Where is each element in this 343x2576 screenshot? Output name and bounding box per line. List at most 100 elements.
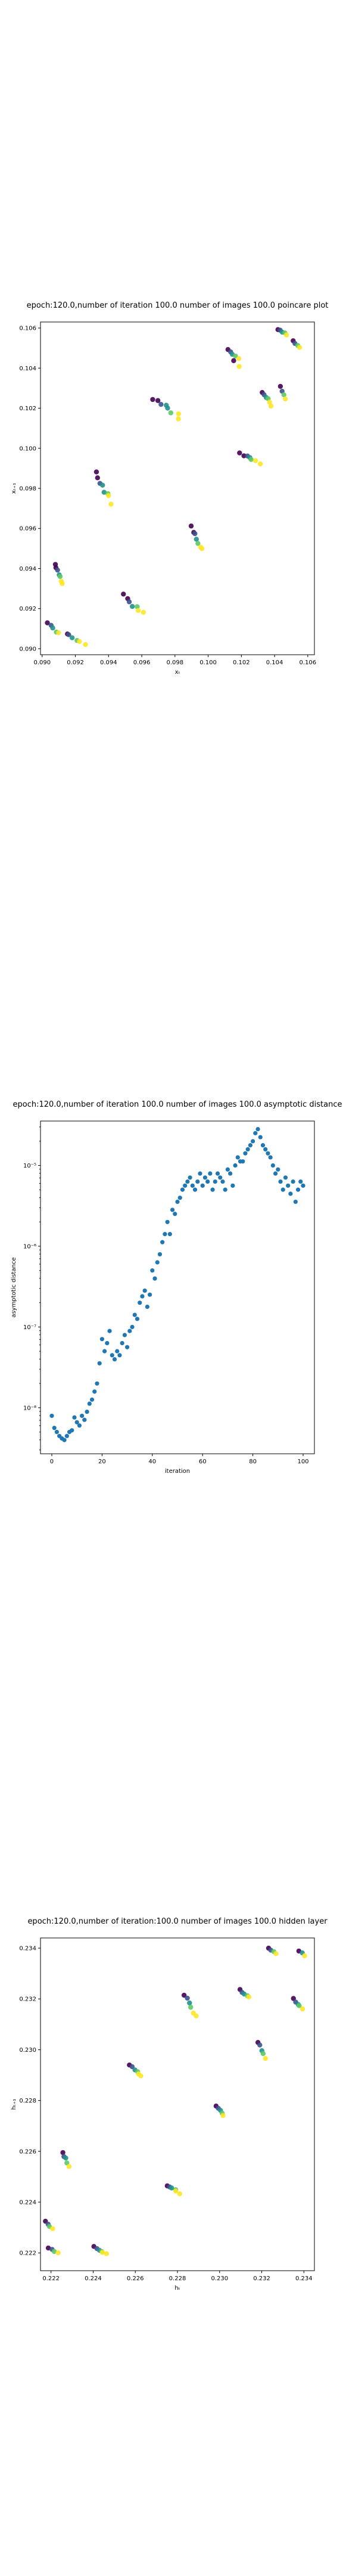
data-point — [127, 1329, 132, 1333]
data-point — [66, 2164, 72, 2169]
data-point — [176, 416, 181, 422]
data-point — [49, 1413, 54, 1418]
x-tick-label: 0.102 — [233, 660, 250, 666]
y-tick-label: 0.234 — [19, 1946, 36, 1952]
y-tick-label: 10⁻⁶ — [23, 1243, 36, 1250]
data-point — [157, 1252, 163, 1257]
data-point — [188, 1175, 192, 1180]
y-axis-label: xₜ₊₁ — [11, 483, 17, 494]
data-point — [295, 1187, 301, 1192]
data-point — [253, 1131, 258, 1135]
data-point — [99, 2250, 105, 2255]
data-point — [248, 457, 254, 462]
data-point — [108, 501, 114, 507]
data-point — [192, 1187, 198, 1192]
data-point — [132, 1312, 137, 1317]
data-point — [158, 401, 164, 407]
data-point — [70, 1428, 74, 1433]
y-tick-label: 0.230 — [19, 2047, 36, 2054]
data-point — [120, 1340, 124, 1346]
data-point — [276, 1167, 280, 1172]
data-point — [286, 1183, 291, 1188]
data-point — [268, 403, 274, 409]
data-point — [60, 2150, 66, 2156]
data-point — [110, 1353, 114, 1358]
data-point — [175, 1199, 180, 1205]
data-point — [208, 1171, 213, 1176]
data-point — [257, 461, 263, 467]
y-tick-label: 10⁻⁷ — [23, 1324, 36, 1331]
data-point — [55, 567, 60, 573]
data-point — [237, 450, 242, 456]
data-point — [278, 1179, 283, 1184]
data-point — [194, 537, 199, 542]
data-point — [243, 1151, 248, 1156]
y-tick-label: 0.222 — [19, 2250, 36, 2257]
data-point — [298, 1179, 303, 1184]
y-tick-label: 0.224 — [19, 2199, 36, 2206]
data-point — [241, 1159, 245, 1164]
data-point — [145, 1304, 149, 1309]
data-point — [301, 1183, 305, 1188]
data-point — [230, 1183, 235, 1188]
data-point — [126, 599, 132, 605]
data-point — [192, 531, 198, 537]
data-point — [183, 1183, 188, 1188]
data-point — [104, 2251, 109, 2256]
data-point — [268, 1155, 273, 1160]
data-point — [291, 1996, 296, 2001]
data-point — [45, 2245, 51, 2251]
data-point — [273, 1171, 278, 1176]
data-point — [177, 2191, 183, 2197]
data-point — [66, 632, 71, 637]
x-tick-label: 0.090 — [33, 660, 51, 666]
data-point — [252, 458, 258, 463]
x-tick-label: 0.232 — [253, 2275, 270, 2282]
data-point — [170, 1208, 175, 1212]
data-point — [105, 1340, 110, 1346]
data-point — [121, 592, 126, 597]
data-point — [130, 1324, 135, 1329]
data-point — [223, 1187, 227, 1192]
data-point — [188, 523, 194, 529]
data-point — [195, 541, 201, 546]
x-tick-label: 60 — [199, 1459, 207, 1465]
data-point — [220, 2113, 226, 2119]
data-point — [185, 1179, 190, 1184]
x-tick-label: 0.230 — [211, 2275, 228, 2282]
data-point — [297, 345, 303, 350]
data-point — [235, 1155, 240, 1160]
plot-frame — [40, 1120, 315, 1454]
y-tick-label: 0.232 — [19, 1996, 36, 2003]
data-point — [129, 603, 135, 609]
data-point — [52, 1426, 57, 1431]
data-point — [152, 1276, 157, 1281]
data-point — [72, 1415, 77, 1420]
data-point — [155, 1260, 160, 1265]
data-point — [273, 1951, 279, 1956]
plot-frame — [40, 321, 315, 655]
y-tick-label: 0.100 — [19, 445, 36, 452]
data-point — [100, 482, 105, 488]
data-point — [69, 635, 75, 640]
data-point — [241, 453, 247, 459]
data-point — [141, 609, 146, 615]
x-tick-label: 0.096 — [133, 660, 151, 666]
data-point — [83, 642, 88, 648]
data-point — [63, 2155, 68, 2161]
x-tick-label: 0.094 — [100, 660, 117, 666]
data-point — [62, 1438, 67, 1442]
y-tick-label: 0.092 — [19, 606, 36, 612]
y-tick-label: 10⁻⁵ — [23, 1163, 36, 1169]
x-tick-label: 0.226 — [127, 2275, 144, 2282]
data-point — [233, 1163, 238, 1168]
data-point — [82, 1417, 87, 1422]
data-point — [185, 1995, 190, 2001]
data-point — [89, 1397, 95, 1402]
data-point — [135, 608, 141, 613]
data-point — [160, 1240, 165, 1244]
data-point — [246, 1994, 251, 2000]
data-point — [215, 1171, 220, 1176]
y-tick-label: 0.104 — [19, 366, 36, 372]
data-point — [260, 2051, 266, 2057]
